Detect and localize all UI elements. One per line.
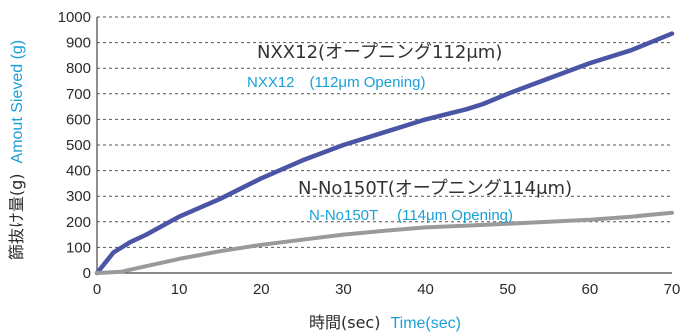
y-axis-title-jp: 篩抜け量(g) — [7, 173, 26, 260]
series-2-label-jp: N-No150T(オープニング114μm) — [298, 178, 572, 199]
series-lines — [94, 31, 675, 276]
y-tick-label-400: 400 — [66, 163, 91, 180]
x-tick-label-20: 20 — [253, 281, 270, 298]
x-axis-title-en: Time(sec) — [390, 315, 461, 332]
x-tick-label-60: 60 — [582, 281, 599, 298]
y-tick-label-600: 600 — [66, 111, 91, 128]
series-line-2 — [95, 210, 674, 275]
series-1-label-en: NXX12 (112μm Opening) — [247, 74, 425, 91]
y-tick-label-500: 500 — [66, 137, 91, 154]
y-axis-title: 篩抜け量(g) Amout Sieved (g) — [7, 40, 26, 260]
y-tick-label-900: 900 — [66, 35, 91, 52]
x-axis-title-jp: 時間(sec) — [309, 313, 380, 332]
y-tick-label-100: 100 — [66, 239, 91, 256]
series-2-label-en: N-No150T (114μm Opening) — [309, 207, 513, 224]
x-tick-label-10: 10 — [171, 281, 188, 298]
x-tick-label-50: 50 — [499, 281, 516, 298]
series-line-1 — [94, 31, 675, 276]
axes — [96, 17, 672, 274]
x-tick-label-40: 40 — [417, 281, 434, 298]
x-tick-labels: 0 10 20 30 40 50 60 70 — [93, 281, 681, 298]
y-tick-label-1000: 1000 — [58, 9, 91, 26]
y-tick-label-800: 800 — [66, 60, 91, 77]
y-tick-label-700: 700 — [66, 86, 91, 103]
series-1-label-jp: NXX12(オープニング112μm) — [257, 42, 502, 63]
x-tick-label-30: 30 — [335, 281, 352, 298]
y-tick-label-300: 300 — [66, 188, 91, 205]
x-tick-label-0: 0 — [93, 281, 101, 298]
y-tick-label-200: 200 — [66, 214, 91, 231]
x-axis-title: 時間(sec) Time(sec) — [309, 313, 461, 332]
x-tick-label-70: 70 — [664, 281, 681, 298]
y-tick-label-0: 0 — [83, 265, 91, 282]
y-tick-labels: 0 100 200 300 400 500 600 700 800 900 1000 — [58, 9, 91, 282]
y-axis-title-en: Amout Sieved (g) — [9, 40, 26, 164]
